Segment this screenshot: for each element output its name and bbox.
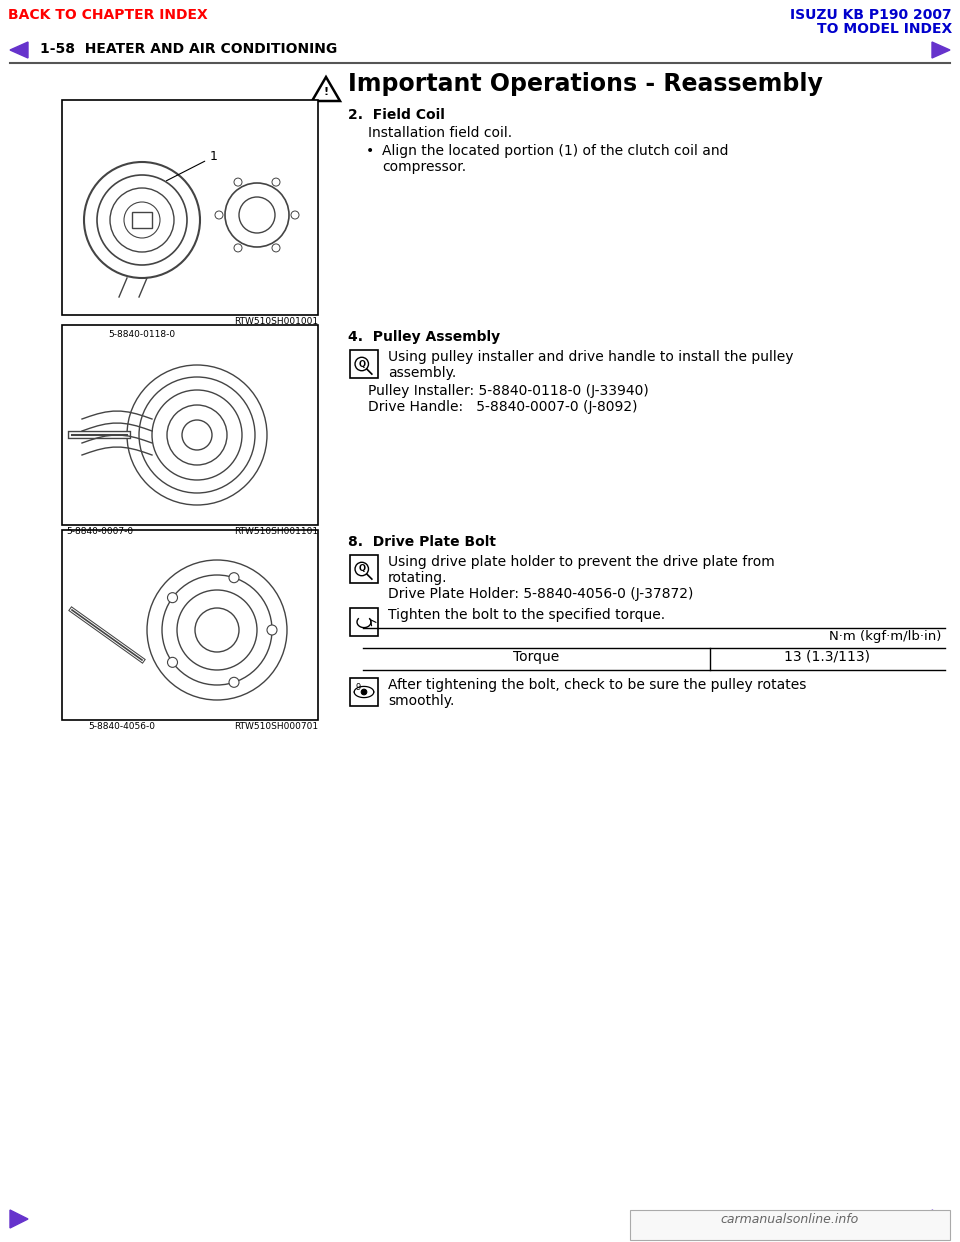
Bar xyxy=(350,609,378,636)
Circle shape xyxy=(272,243,280,252)
Circle shape xyxy=(234,243,242,252)
Text: 1-58  HEATER AND AIR CONDITIONING: 1-58 HEATER AND AIR CONDITIONING xyxy=(40,42,337,56)
Text: After tightening the bolt, check to be sure the pulley rotates: After tightening the bolt, check to be s… xyxy=(388,678,806,692)
Text: N·m (kgf·m/lb·in): N·m (kgf·m/lb·in) xyxy=(828,630,941,643)
Circle shape xyxy=(167,592,178,602)
Text: rotating.: rotating. xyxy=(388,571,447,585)
Circle shape xyxy=(167,657,178,667)
Text: smoothly.: smoothly. xyxy=(388,694,454,708)
Text: assembly.: assembly. xyxy=(388,366,456,380)
Text: 5-8840-0007-0: 5-8840-0007-0 xyxy=(66,527,133,537)
Text: Q: Q xyxy=(358,565,365,574)
Text: !: ! xyxy=(324,87,328,97)
Text: carmanualsonline.info: carmanualsonline.info xyxy=(721,1213,859,1226)
Text: BACK TO CHAPTER INDEX: BACK TO CHAPTER INDEX xyxy=(8,7,207,22)
Bar xyxy=(132,212,152,229)
Bar xyxy=(350,678,378,705)
Text: RTW510SH001101: RTW510SH001101 xyxy=(234,527,318,537)
Text: Align the located portion (1) of the clutch coil and: Align the located portion (1) of the clu… xyxy=(382,144,729,158)
Text: 1: 1 xyxy=(166,150,218,181)
Text: Q: Q xyxy=(358,359,365,369)
Bar xyxy=(62,325,318,525)
Circle shape xyxy=(229,677,239,687)
Text: •: • xyxy=(366,144,374,158)
Text: 5-8840-4056-0: 5-8840-4056-0 xyxy=(88,722,156,732)
Text: RTW510SH001001: RTW510SH001001 xyxy=(234,317,318,325)
Bar xyxy=(350,555,378,582)
Text: 2.  Field Coil: 2. Field Coil xyxy=(348,108,444,122)
Circle shape xyxy=(361,689,367,694)
Bar xyxy=(62,101,318,315)
Polygon shape xyxy=(10,1210,28,1228)
Text: 9: 9 xyxy=(356,683,361,692)
Text: 13 (1.3/113): 13 (1.3/113) xyxy=(784,650,871,664)
Text: RTW510SH000701: RTW510SH000701 xyxy=(234,722,318,732)
Polygon shape xyxy=(932,1210,950,1228)
Bar xyxy=(62,530,318,720)
Bar xyxy=(630,1210,950,1240)
Polygon shape xyxy=(312,77,340,101)
Bar xyxy=(350,350,378,378)
Circle shape xyxy=(272,178,280,186)
Circle shape xyxy=(267,625,277,635)
Text: Drive Plate Holder: 5-8840-4056-0 (J-37872): Drive Plate Holder: 5-8840-4056-0 (J-378… xyxy=(388,587,693,601)
Text: compressor.: compressor. xyxy=(382,160,467,174)
Text: TO MODEL INDEX: TO MODEL INDEX xyxy=(817,22,952,36)
Circle shape xyxy=(234,178,242,186)
Text: Tighten the bolt to the specified torque.: Tighten the bolt to the specified torque… xyxy=(388,609,665,622)
Circle shape xyxy=(291,211,299,219)
Polygon shape xyxy=(10,42,28,58)
Text: ISUZU KB P190 2007: ISUZU KB P190 2007 xyxy=(790,7,952,22)
Text: Torque: Torque xyxy=(514,650,560,664)
Text: 4.  Pulley Assembly: 4. Pulley Assembly xyxy=(348,330,500,344)
Text: Drive Handle:   5-8840-0007-0 (J-8092): Drive Handle: 5-8840-0007-0 (J-8092) xyxy=(368,400,637,414)
Text: Important Operations - Reassembly: Important Operations - Reassembly xyxy=(348,72,823,96)
Circle shape xyxy=(215,211,223,219)
Text: Installation field coil.: Installation field coil. xyxy=(368,125,512,140)
Text: Pulley Installer: 5-8840-0118-0 (J-33940): Pulley Installer: 5-8840-0118-0 (J-33940… xyxy=(368,384,649,397)
Text: 8.  Drive Plate Bolt: 8. Drive Plate Bolt xyxy=(348,535,496,549)
Polygon shape xyxy=(932,42,950,58)
Text: 5-8840-0118-0: 5-8840-0118-0 xyxy=(108,330,176,339)
Text: Using drive plate holder to prevent the drive plate from: Using drive plate holder to prevent the … xyxy=(388,555,775,569)
Circle shape xyxy=(229,573,239,582)
Text: Using pulley installer and drive handle to install the pulley: Using pulley installer and drive handle … xyxy=(388,350,794,364)
